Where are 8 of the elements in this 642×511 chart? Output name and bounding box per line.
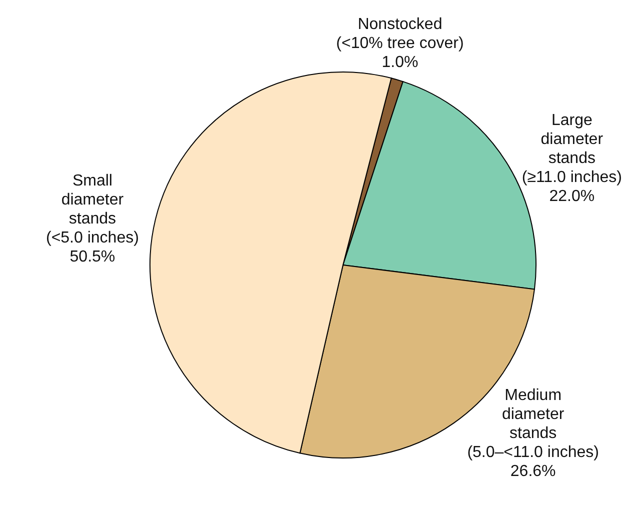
slice-label: Large diameter stands (≥11.0 inches)	[522, 112, 622, 186]
slice-label: Small diameter stands (<5.0 inches)	[46, 172, 139, 246]
slice-label: Medium diameter stands (5.0–<11.0 inches)	[467, 386, 599, 461]
data-label: 1.0%	[382, 54, 418, 72]
data-label: 26.6%	[510, 462, 556, 480]
data-label: 22.0%	[549, 188, 595, 205]
data-label: 50.5%	[70, 248, 116, 266]
slice-label: Nonstocked (<10% tree cover)	[336, 16, 464, 52]
